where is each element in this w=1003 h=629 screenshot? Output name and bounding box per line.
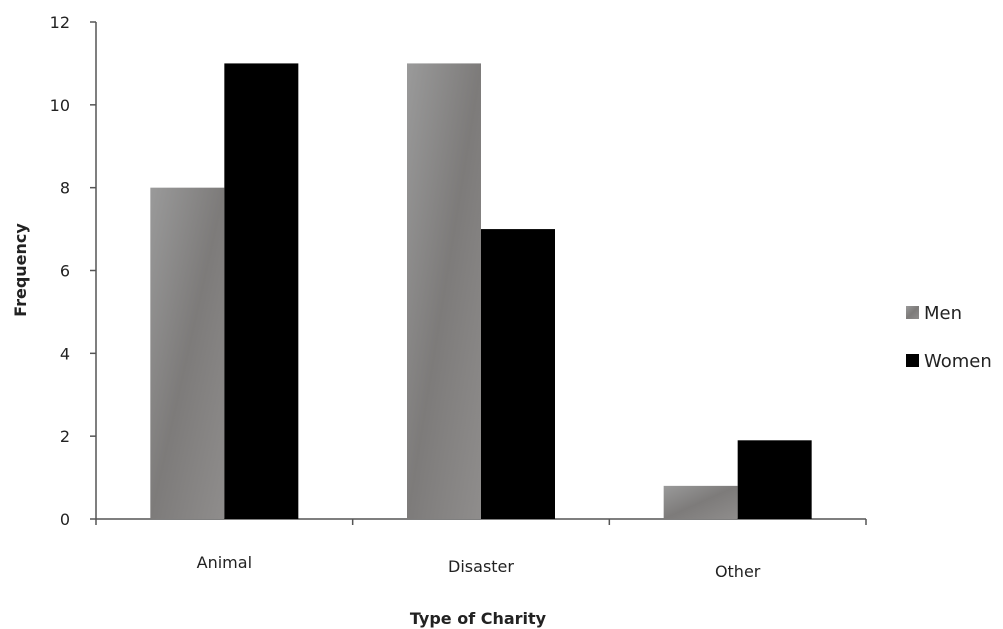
y-tick-label: 10	[50, 96, 70, 115]
y-tick-label: 0	[60, 510, 70, 529]
bars	[150, 63, 812, 520]
tick-labels: 0 2 4 6 8 10 12 Animal Disaster Other	[50, 13, 761, 581]
y-tick-label: 4	[60, 344, 70, 363]
legend-label-men: Men	[924, 303, 962, 324]
x-axis-title: Type of Charity	[410, 609, 547, 628]
bar-men-disaster	[407, 63, 481, 520]
y-tick-label: 12	[50, 13, 70, 32]
legend-swatch-men	[906, 306, 919, 319]
bar-women-other	[737, 440, 812, 519]
bar-men-other	[663, 485, 738, 519]
legend-label-women: Women	[924, 351, 992, 372]
x-tick-label-animal: Animal	[197, 553, 252, 572]
legend-swatch-women	[906, 354, 919, 367]
bar-women-animal	[224, 63, 299, 520]
y-tick-label: 2	[60, 427, 70, 446]
x-tick-label-other: Other	[715, 562, 761, 581]
x-tick-label-disaster: Disaster	[448, 557, 514, 576]
y-axis-title: Frequency	[11, 223, 30, 317]
y-tick-label: 8	[60, 179, 70, 198]
y-tick-label: 6	[60, 262, 70, 281]
bar-women-disaster	[481, 229, 555, 520]
bar-men-animal	[150, 187, 225, 519]
legend: Men Women	[906, 303, 992, 372]
